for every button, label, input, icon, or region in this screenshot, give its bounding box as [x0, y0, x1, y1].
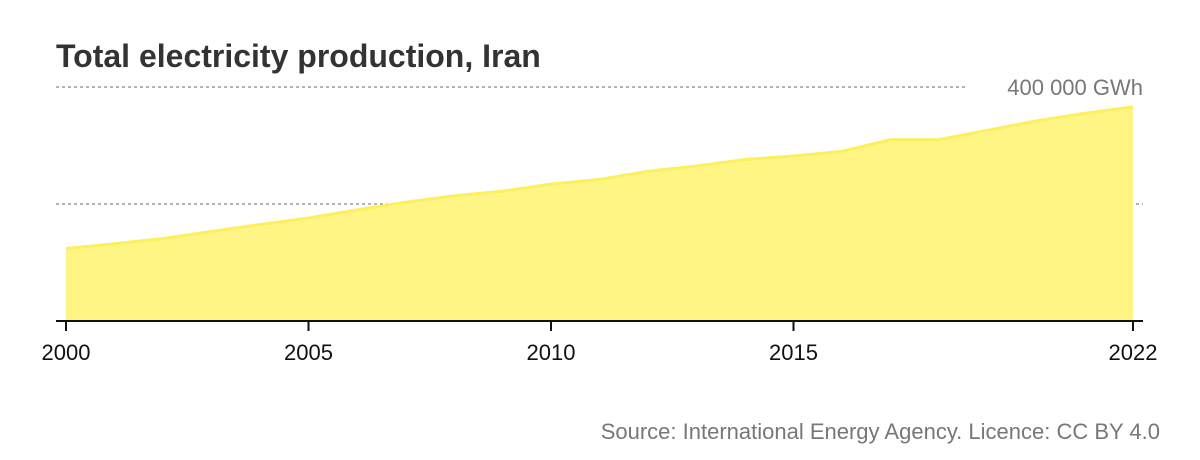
area-line [65, 105, 1134, 250]
x-tick-label-2000: 2000 [42, 340, 91, 365]
x-tick-label-2005: 2005 [284, 340, 333, 365]
x-tick-label-2010: 2010 [527, 340, 576, 365]
gridlines: 400 000 GWh [56, 75, 1143, 205]
chart-title: Total electricity production, Iran [56, 38, 541, 74]
source-note: Source: International Energy Agency. Lic… [600, 419, 1160, 444]
x-tick-label-2022: 2022 [1109, 340, 1158, 365]
gridline-label-1: 400 000 GWh [1007, 75, 1143, 100]
area-fill [66, 106, 1133, 321]
x-tick-label-2015: 2015 [769, 340, 818, 365]
area-series [65, 105, 1134, 321]
x-axis: 2000 2005 2010 2015 2022 [42, 320, 1158, 365]
